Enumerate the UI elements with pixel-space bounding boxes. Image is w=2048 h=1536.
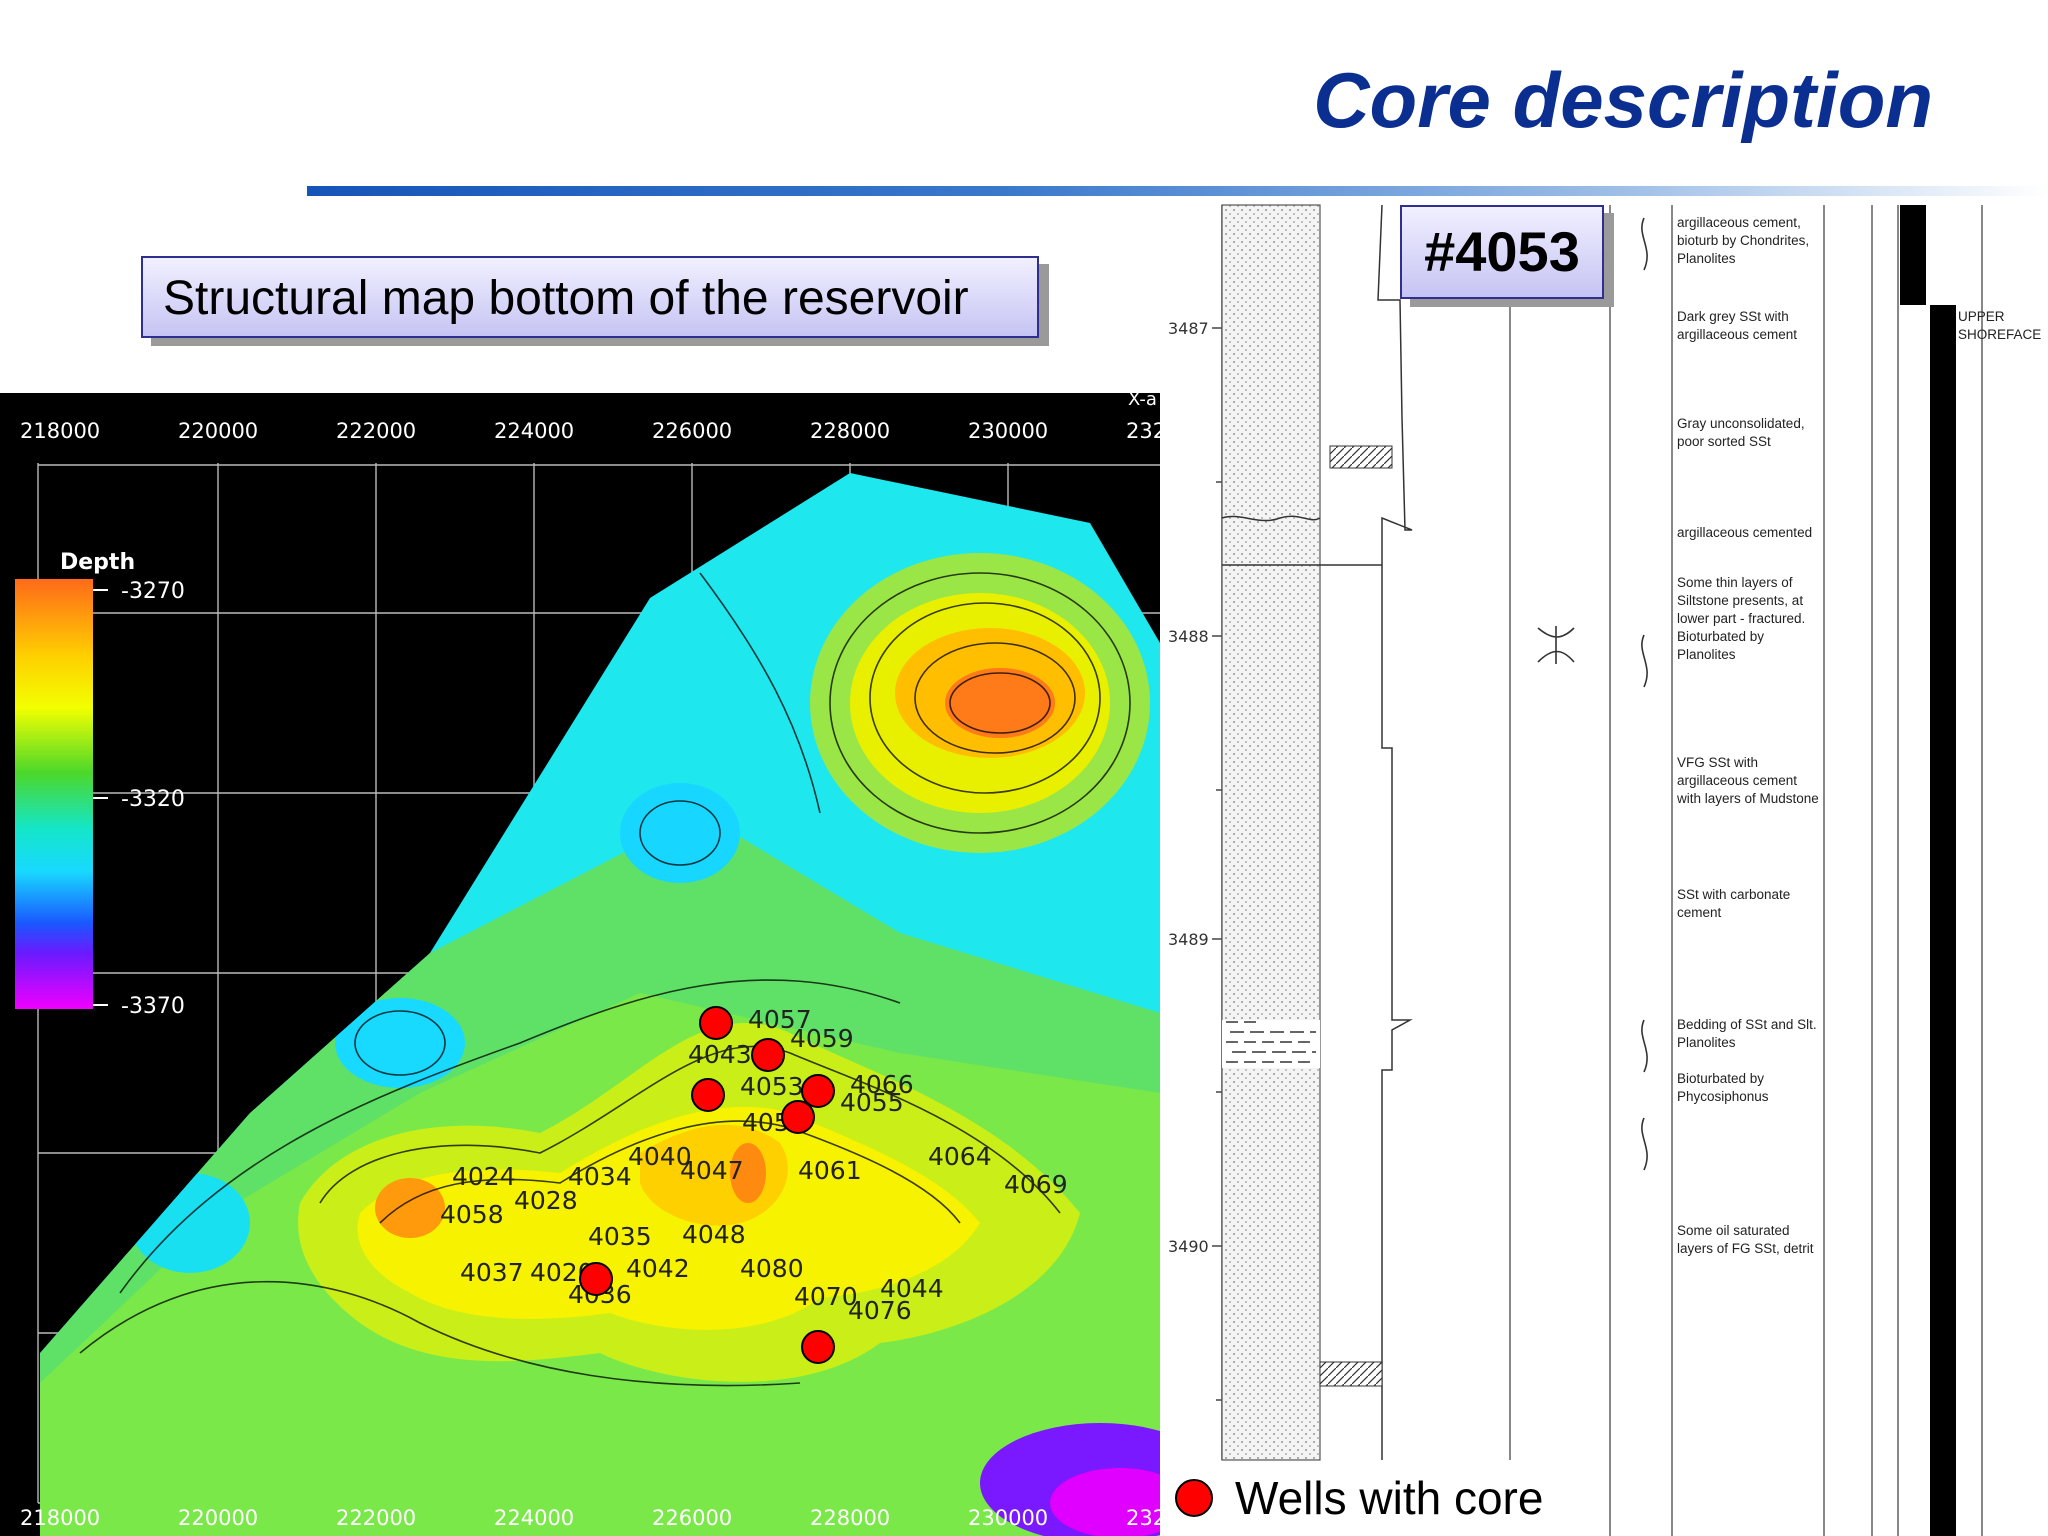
well-label: 4044 xyxy=(880,1274,944,1303)
depth-label: 3489 xyxy=(1168,930,1209,949)
map-title-box: Structural map bottom of the reservoir xyxy=(141,256,1039,338)
well-label: 4057 xyxy=(748,1005,812,1034)
well-label: 4066 xyxy=(850,1070,914,1099)
core-well-markers xyxy=(579,1006,835,1364)
core-description: Gray unconsolidated, poor sorted SSt xyxy=(1677,416,1805,449)
core-well-marker xyxy=(801,1074,835,1108)
well-label: 4047 xyxy=(680,1156,744,1185)
core-well-marker xyxy=(781,1100,815,1134)
core-description: Dark grey SSt with argillaceous cement xyxy=(1677,309,1798,342)
core-well-marker xyxy=(691,1078,725,1112)
core-description: Bioturbated by Phycosiphonus xyxy=(1677,1071,1769,1104)
depth-label: 3487 xyxy=(1168,319,1209,338)
well-label: 4069 xyxy=(1004,1170,1068,1199)
core-well-marker xyxy=(801,1330,835,1364)
legend-label: Wells with core xyxy=(1235,1472,1544,1524)
x-tick-label: 228000 xyxy=(810,1506,890,1530)
well-label: 4042 xyxy=(626,1254,690,1283)
x-tick-label: 230000 xyxy=(968,419,1048,443)
x-tick-label: 226000 xyxy=(652,419,732,443)
core-log: 3487 3488 3489 3490 a xyxy=(1160,200,2048,1536)
colorbar-title: Depth xyxy=(60,550,135,575)
well-label: 4035 xyxy=(588,1222,652,1251)
core-description: argillaceous cement, bioturb by Chondrit… xyxy=(1677,215,1810,266)
depth-label: 3488 xyxy=(1168,627,1209,646)
x-tick-label: 224000 xyxy=(494,419,574,443)
core-well-marker xyxy=(699,1006,733,1040)
x-tick-label: 218000 xyxy=(20,1506,100,1530)
legend: Wells with core xyxy=(1175,1468,1543,1528)
core-description: argillaceous cemented xyxy=(1677,525,1813,540)
colorbar-label-top: -3270 xyxy=(121,579,185,604)
core-description: SSt with carbonate cement xyxy=(1677,887,1791,920)
colorbar-label-mid: -3320 xyxy=(121,787,185,812)
well-label: 4040 xyxy=(628,1142,692,1171)
well-label: 4053 xyxy=(740,1072,804,1101)
core-description: Some oil saturated layers of FG SSt, det… xyxy=(1677,1223,1814,1256)
core-description: VFG SSt with argillaceous cement with la… xyxy=(1677,755,1819,806)
structural-map: Depth -3270 -3320 -3370 218000 220000 22… xyxy=(0,393,1160,1536)
well-label: 4024 xyxy=(452,1162,516,1191)
well-label: 4043 xyxy=(688,1040,752,1069)
depth-colorbar: Depth -3270 -3320 -3370 xyxy=(15,550,185,1019)
x-tick-label: 218000 xyxy=(20,419,100,443)
well-label: 4070 xyxy=(794,1282,858,1311)
x-axis-bottom: 218000 220000 222000 224000 226000 22800… xyxy=(20,1506,1160,1530)
well-label: 4080 xyxy=(740,1254,804,1283)
well-label: 4064 xyxy=(928,1142,992,1171)
well-label: 4037 xyxy=(460,1258,524,1287)
x-tick-label: 224000 xyxy=(494,1506,574,1530)
well-label: 4055 xyxy=(840,1088,904,1117)
well-label: 4048 xyxy=(682,1220,746,1249)
x-tick-label: 232000 xyxy=(1126,419,1160,443)
facies-label: UPPER SHOREFACE xyxy=(1958,309,2042,342)
colorbar-label-bottom: -3370 xyxy=(121,994,185,1019)
well-id-box: #4053 xyxy=(1400,205,1604,299)
well-label: 4058 xyxy=(440,1200,504,1229)
x-tick-label: 222000 xyxy=(336,1506,416,1530)
well-label: 4059 xyxy=(790,1024,854,1053)
x-axis-top: 218000 220000 222000 224000 226000 22800… xyxy=(20,393,1160,443)
x-axis-corner-label: X-a xyxy=(1128,393,1157,410)
well-label: 4061 xyxy=(798,1156,862,1185)
well-label: 4028 xyxy=(514,1186,578,1215)
x-tick-label: 228000 xyxy=(810,419,890,443)
well-label: 4034 xyxy=(568,1162,632,1191)
x-tick-label: 222000 xyxy=(336,419,416,443)
core-description: Some thin layers of Siltstone presents, … xyxy=(1677,575,1806,662)
core-description: Bedding of SSt and Slt. Planolites xyxy=(1677,1017,1817,1050)
x-tick-label: 230000 xyxy=(968,1506,1048,1530)
core-well-marker xyxy=(579,1262,613,1296)
core-well-legend-marker xyxy=(1175,1479,1213,1517)
x-tick-label: 220000 xyxy=(178,1506,258,1530)
x-tick-label: 226000 xyxy=(652,1506,732,1530)
well-labels: 4057 4043 4059 4053 4066 4055 4050 4040 … xyxy=(440,1005,1068,1325)
title-divider xyxy=(307,186,2048,196)
core-well-marker xyxy=(751,1038,785,1072)
x-tick-label: 232000 xyxy=(1126,1506,1160,1530)
depth-label: 3490 xyxy=(1168,1237,1209,1256)
x-tick-label: 220000 xyxy=(178,419,258,443)
slide-title: Core description xyxy=(1313,56,1933,144)
well-label: 4076 xyxy=(848,1296,912,1325)
